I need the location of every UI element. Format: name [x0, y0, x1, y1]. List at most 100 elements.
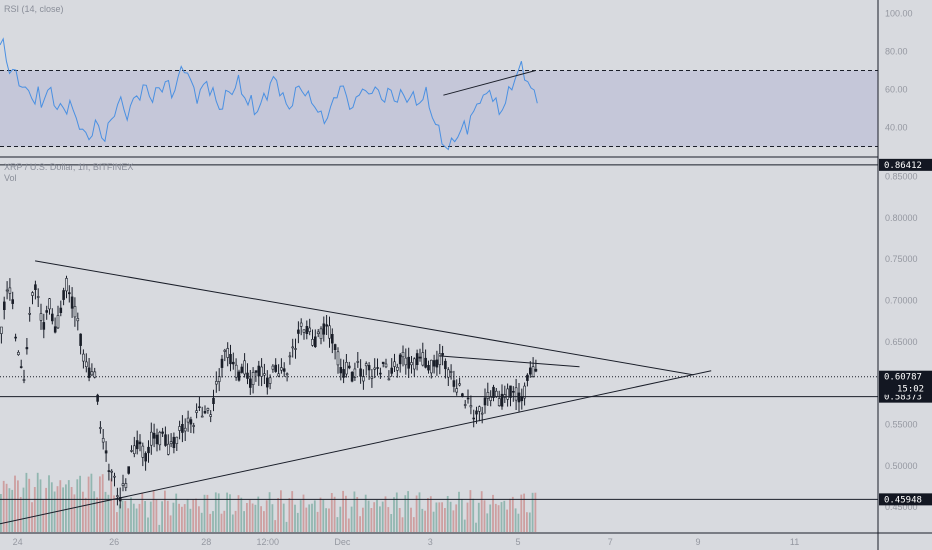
volume-bar: [82, 491, 84, 532]
volume-bar: [254, 504, 257, 532]
candle-body: [458, 383, 461, 386]
candle-body: [494, 390, 498, 397]
time-tick-label: 3: [428, 537, 433, 547]
candle-body: [421, 352, 425, 366]
volume-bar: [265, 500, 268, 532]
candle-body: [186, 417, 190, 423]
rsi-divergence-line[interactable]: [443, 70, 536, 96]
time-axis[interactable]: 24 26 28 12:00 Dec 3 5 7 9 11: [13, 537, 800, 547]
volume-bar: [486, 513, 489, 532]
candle-body: [79, 333, 82, 346]
volume-bar: [509, 498, 511, 532]
volume-bar: [322, 499, 325, 532]
candle-body: [209, 414, 212, 417]
volume-bar: [39, 479, 42, 532]
volume-bar: [67, 480, 70, 532]
volume-bar: [410, 507, 412, 532]
candle-body: [198, 406, 201, 409]
candle-body: [11, 299, 14, 304]
candle-body: [8, 287, 12, 294]
volume-bar: [308, 504, 311, 532]
volume-bar: [70, 487, 73, 532]
trendline[interactable]: [438, 355, 580, 368]
volume-bar: [418, 492, 421, 532]
candle-body: [526, 374, 529, 381]
volume-bar: [347, 518, 350, 532]
candle-body: [277, 373, 280, 377]
volume-bar: [36, 472, 39, 532]
candle-body: [407, 356, 411, 369]
candle-body: [104, 450, 108, 454]
candle-body: [364, 363, 368, 367]
candle-body: [313, 336, 317, 347]
volume-bar: [458, 491, 460, 532]
candle-body: [506, 388, 510, 400]
candle-body: [0, 326, 3, 334]
volume-bar: [220, 513, 223, 532]
volume-bar: [398, 508, 401, 532]
candle-body: [243, 360, 246, 375]
price-pane[interactable]: XRP / U.S. Dollar, 1h, BITFINEX Vol 0.85…: [0, 158, 932, 532]
last-price-tag: 0.60787 15:02: [879, 370, 932, 395]
candle-body: [133, 445, 136, 454]
volume-bar: [528, 512, 531, 532]
volume-bar: [523, 493, 525, 532]
volume-bar: [212, 511, 214, 532]
candle-body: [116, 495, 119, 497]
candle-body: [206, 408, 210, 411]
candle-body: [305, 325, 309, 334]
candle-body: [48, 298, 51, 310]
volume-bar: [376, 500, 378, 532]
candle-body: [87, 367, 91, 378]
candle-body: [181, 423, 184, 433]
candle-body: [127, 466, 130, 474]
candle-body: [249, 378, 252, 388]
candle-body: [418, 356, 422, 359]
candle-body: [183, 427, 187, 432]
volume-bar: [90, 473, 93, 532]
volume-bar: [328, 508, 330, 532]
volume-bar: [93, 491, 96, 532]
price-tags: 0.86412 0.58373 0.45948 0.60787 15:02: [879, 158, 932, 506]
horizontal-levels[interactable]: [0, 164, 878, 500]
volume-bar: [121, 500, 124, 532]
candle-body: [246, 372, 249, 379]
candle-body: [220, 358, 224, 368]
candle-body: [14, 336, 17, 339]
svg-text:0.86412: 0.86412: [884, 161, 922, 171]
trendline[interactable]: [35, 260, 694, 376]
volume-bar: [463, 519, 466, 532]
rsi-tick-label: 80.00: [885, 47, 908, 57]
candle-body: [28, 312, 32, 315]
rsi-title: RSI (14, close): [4, 4, 64, 14]
price-tick-label: 0.65000: [885, 337, 918, 347]
candle-body: [461, 393, 464, 397]
trendlines[interactable]: [0, 260, 712, 525]
volume-bar: [438, 502, 441, 532]
volume-bar: [350, 506, 353, 532]
volume-bar: [429, 496, 432, 532]
rsi-pane[interactable]: RSI (14, close) 100.0080.0060.0040.0020.…: [0, 4, 913, 171]
trendline[interactable]: [0, 370, 712, 525]
volume-bar: [271, 504, 274, 532]
price-tick-label: 0.45000: [885, 502, 918, 512]
candle-body: [234, 364, 238, 378]
volume-bar: [427, 498, 429, 532]
volume-bar: [381, 501, 384, 532]
volume-bar: [393, 497, 395, 532]
candle-body: [308, 327, 312, 332]
volume-bar: [373, 502, 376, 532]
candle-body: [441, 352, 444, 356]
price-tick-label: 0.50000: [885, 461, 918, 471]
volume-bar: [517, 513, 520, 532]
volume-label: Vol: [4, 173, 17, 183]
volume-bar: [387, 507, 390, 532]
volume-bar: [19, 497, 22, 532]
time-tick-label: 5: [515, 537, 520, 547]
candle-body: [376, 367, 379, 369]
candle-body: [359, 368, 362, 377]
price-tick-label: 0.55000: [885, 420, 918, 430]
candle-body: [299, 322, 303, 327]
volume-bar: [149, 501, 152, 532]
candle-body: [370, 376, 374, 379]
